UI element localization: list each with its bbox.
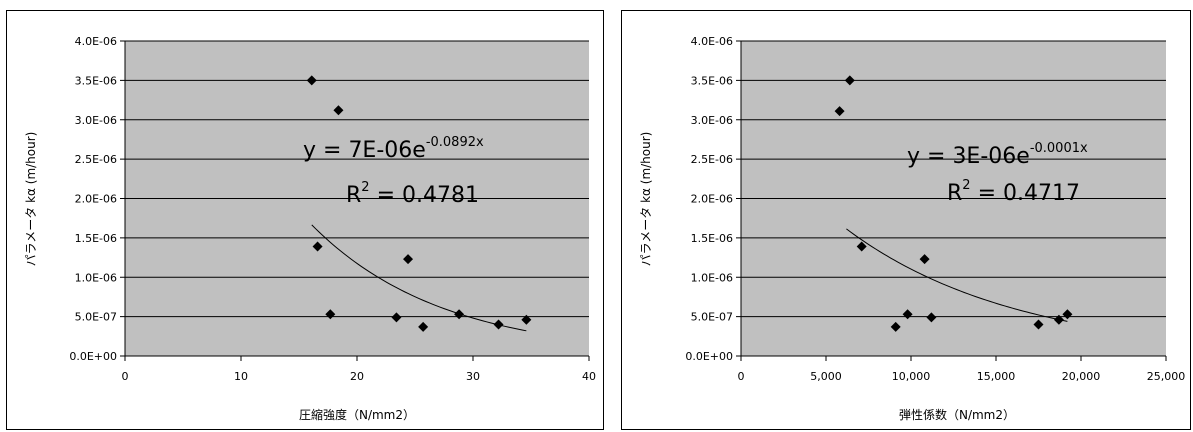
trendline <box>846 228 1068 322</box>
x-tick-label: 20 <box>350 370 364 383</box>
data-point <box>493 319 504 330</box>
trendline <box>311 224 527 332</box>
data-point <box>312 241 323 252</box>
y-tick-label: 1.0E-06 <box>691 271 733 284</box>
x-tick-label: 10,000 <box>892 370 931 383</box>
y-tick-label: 2.5E-06 <box>691 153 733 166</box>
data-point <box>1062 309 1073 320</box>
x-axis-title: 弾性係数（N/mm2） <box>899 407 1015 422</box>
y-tick-label: 3.0E-06 <box>75 114 117 127</box>
data-point <box>1033 319 1044 330</box>
y-axis-title: パラメータ kα (m/hour) <box>639 132 653 267</box>
x-axis-title: 圧縮強度（N/mm2） <box>299 407 415 422</box>
y-tick-label: 2.5E-06 <box>75 153 117 166</box>
data-point <box>844 75 855 86</box>
data-point <box>325 309 336 320</box>
x-tick-label: 40 <box>582 370 596 383</box>
data-point <box>418 321 429 332</box>
y-tick-label: 0.0E+00 <box>685 350 733 363</box>
data-point <box>856 241 867 252</box>
trendline-equation: y = 3E-06e-0.0001x <box>907 141 1088 169</box>
x-tick-label: 5,000 <box>810 370 842 383</box>
y-tick-label: 3.5E-06 <box>691 74 733 87</box>
data-point <box>306 75 317 86</box>
chart-compressive-strength: 0.0E+00 5.0E-07 1.0E-06 1.5E-06 2.0E-06 2.5E-… <box>6 10 604 430</box>
r-squared: R2 = 0.4781 <box>346 180 479 208</box>
y-axis-title: パラメータ kα (m/hour) <box>24 132 38 267</box>
y-tick-label: 4.0E-06 <box>75 35 117 48</box>
data-point <box>926 312 937 323</box>
x-tick-label: 30 <box>466 370 480 383</box>
y-tick-label: 5.0E-07 <box>75 311 117 324</box>
chart-elastic-modulus: 0.0E+00 5.0E-07 1.0E-06 1.5E-06 2.0E-06 2.5E-… <box>621 10 1191 430</box>
x-tick-label: 20,000 <box>1062 370 1101 383</box>
y-tick-label: 3.0E-06 <box>691 114 733 127</box>
data-point <box>919 254 930 265</box>
data-point <box>333 105 344 116</box>
y-tick-label: 0.0E+00 <box>69 350 117 363</box>
data-point <box>834 106 845 117</box>
y-tick-label: 1.5E-06 <box>75 232 117 245</box>
y-tick-label: 5.0E-07 <box>691 311 733 324</box>
y-tick-label: 2.0E-06 <box>691 193 733 206</box>
y-tick-label: 3.5E-06 <box>75 74 117 87</box>
x-tick-label: 25,000 <box>1147 370 1186 383</box>
y-tick-label: 4.0E-06 <box>691 35 733 48</box>
data-point <box>890 321 901 332</box>
x-tick-label: 15,000 <box>977 370 1016 383</box>
y-tick-label: 2.0E-06 <box>75 193 117 206</box>
chart-elastic-modulus-svg: 0.0E+00 5.0E-07 1.0E-06 1.5E-06 2.0E-06 2.5E-… <box>639 35 1186 422</box>
trendline-equation: y = 7E-06e-0.0892x <box>303 135 484 163</box>
y-tick-label: 1.0E-06 <box>75 271 117 284</box>
y-tick-label: 1.5E-06 <box>691 232 733 245</box>
data-point <box>902 309 913 320</box>
data-point <box>454 309 465 320</box>
data-point <box>391 312 402 323</box>
data-point <box>521 314 532 325</box>
data-point <box>403 254 414 265</box>
x-tick-label: 0 <box>122 370 129 383</box>
data-point <box>1053 314 1064 325</box>
r-squared: R2 = 0.4717 <box>947 178 1080 206</box>
x-tick-label: 10 <box>234 370 248 383</box>
chart-compressive-strength-svg: 0.0E+00 5.0E-07 1.0E-06 1.5E-06 2.0E-06 2.5E-… <box>24 35 596 422</box>
x-tick-label: 0 <box>738 370 745 383</box>
